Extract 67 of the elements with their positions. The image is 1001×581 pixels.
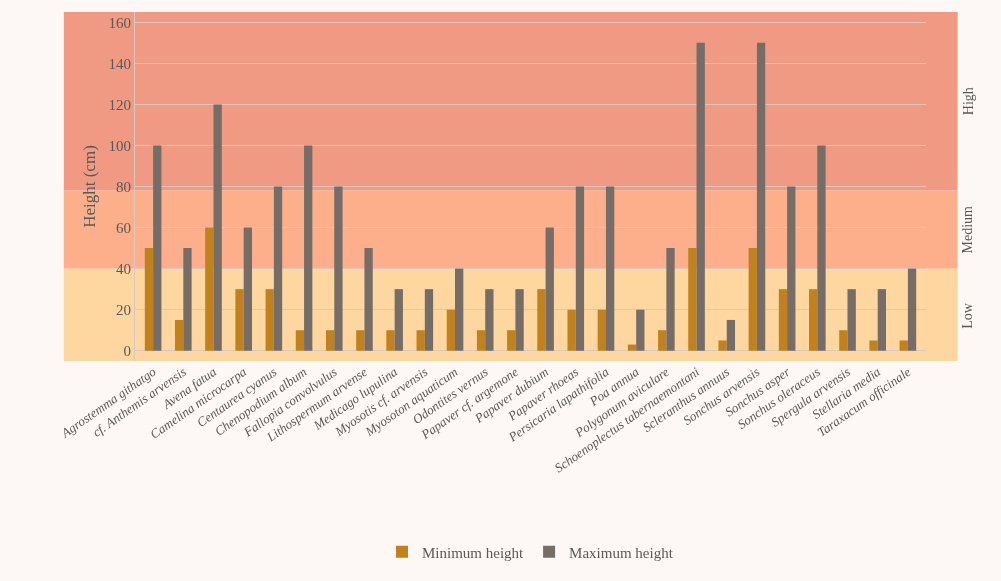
bar (907, 268, 917, 351)
bar (696, 42, 705, 351)
y-tick-label: 40 (116, 260, 131, 277)
bar (688, 248, 697, 351)
bar (386, 330, 395, 351)
y-tick-label: 160 (108, 14, 131, 31)
bar (627, 344, 637, 351)
bar (205, 227, 214, 351)
bar (636, 309, 645, 351)
bar (537, 289, 546, 351)
band-label: Low (960, 302, 976, 329)
bar (295, 330, 305, 351)
bar (597, 309, 606, 351)
bar (718, 340, 727, 351)
bar (175, 319, 184, 351)
bar (567, 309, 576, 351)
bar (809, 289, 818, 351)
bar (424, 289, 434, 351)
bar (787, 186, 796, 351)
bar (666, 248, 675, 351)
y-tick-label: 60 (116, 219, 131, 236)
y-tick-label: 140 (108, 55, 131, 72)
bar (507, 330, 516, 351)
y-tick-label: 20 (116, 301, 131, 318)
bar (575, 186, 585, 351)
bar (364, 248, 373, 351)
legend-label: Maximum height (569, 544, 674, 561)
bar (446, 309, 456, 351)
bar (847, 289, 856, 351)
bar (778, 289, 788, 351)
bar (476, 330, 486, 351)
bar (817, 145, 826, 351)
bar (658, 330, 667, 351)
bar (545, 227, 554, 351)
bar (899, 340, 908, 351)
bar (265, 289, 274, 351)
bar (153, 145, 162, 351)
bar (605, 186, 615, 351)
y-tick-label: 0 (123, 342, 131, 359)
y-tick-label: 120 (108, 96, 131, 113)
bar (726, 319, 736, 351)
bar (869, 340, 878, 351)
bar (839, 330, 848, 351)
bar (485, 289, 494, 351)
bar (515, 289, 524, 351)
y-tick-label: 100 (108, 137, 131, 154)
band-label: High (960, 87, 976, 116)
band-label: Medium (960, 205, 976, 254)
bar (235, 289, 244, 351)
bar (273, 186, 283, 351)
y-tick-label: 80 (116, 178, 131, 195)
bar (243, 227, 252, 351)
bar (213, 104, 222, 351)
legend-label: Minimum height (422, 544, 525, 561)
bar (304, 145, 313, 351)
bar (356, 330, 365, 351)
bar (183, 248, 192, 351)
bar (394, 289, 403, 351)
bar (748, 248, 757, 351)
bar (334, 186, 343, 351)
bar (877, 289, 886, 351)
bar (455, 268, 464, 351)
bar (416, 330, 425, 351)
y-axis-title: Height (cm) (80, 145, 100, 228)
bar (756, 42, 766, 351)
bar (144, 248, 154, 351)
bar (325, 330, 335, 351)
